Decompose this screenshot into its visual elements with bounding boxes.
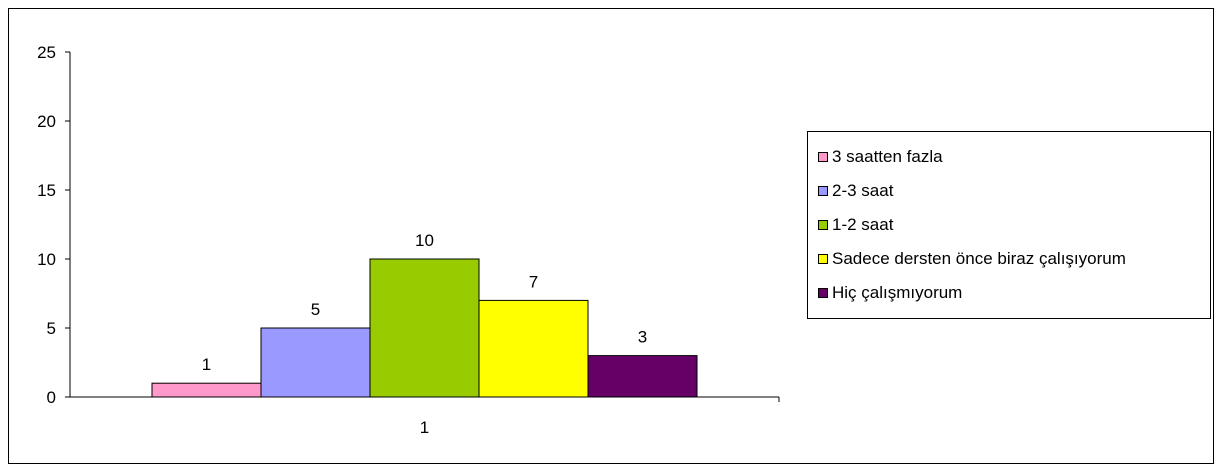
data-label-series-4: 7 — [529, 272, 538, 291]
legend: 3 saatten fazla 2-3 saat 1-2 saat Sadece… — [807, 131, 1211, 319]
data-label-series-2: 5 — [311, 300, 320, 319]
legend-label-series-2: 2-3 saat — [832, 181, 894, 200]
bar-series-5 — [587, 355, 698, 398]
bar-series-1 — [151, 382, 262, 398]
legend-swatch-series-2 — [818, 186, 828, 196]
chart-area: 1 5 10 7 3 0 5 10 15 20 25 1 3 saatten fazla 2-3 sa… — [8, 8, 1214, 464]
y-tick-label-20: 20 — [37, 112, 56, 131]
y-tick-label-10: 10 — [37, 250, 56, 269]
legend-item-series-5: Hiç çalışmıyorum — [818, 282, 962, 304]
data-label-series-3: 10 — [415, 231, 434, 250]
y-tick-label-5: 5 — [47, 319, 56, 338]
y-tick-label-25: 25 — [37, 43, 56, 62]
y-tick-label-0: 0 — [47, 388, 56, 407]
legend-item-series-1: 3 saatten fazla — [818, 146, 943, 168]
legend-label-series-3: 1-2 saat — [832, 215, 894, 234]
bar-series-2 — [260, 327, 371, 398]
x-tick-label-1: 1 — [420, 418, 429, 437]
y-tick-label-15: 15 — [37, 181, 56, 200]
legend-label-series-5: Hiç çalışmıyorum — [832, 283, 963, 302]
legend-swatch-series-3 — [818, 220, 828, 230]
data-label-series-1: 1 — [202, 355, 211, 374]
legend-swatch-series-4 — [818, 254, 828, 264]
legend-swatch-series-1 — [818, 152, 828, 162]
legend-item-series-2: 2-3 saat — [818, 180, 893, 202]
bar-series-4 — [478, 299, 589, 398]
legend-item-series-4: Sadece dersten önce biraz çalışıyorum — [818, 248, 1126, 270]
legend-item-series-3: 1-2 saat — [818, 214, 893, 236]
legend-label-series-1: 3 saatten fazla — [832, 147, 943, 166]
bar-series-3 — [369, 258, 480, 398]
data-label-series-5: 3 — [638, 328, 647, 347]
legend-label-series-4: Sadece dersten önce biraz çalışıyorum — [832, 249, 1126, 268]
legend-swatch-series-5 — [818, 288, 828, 298]
